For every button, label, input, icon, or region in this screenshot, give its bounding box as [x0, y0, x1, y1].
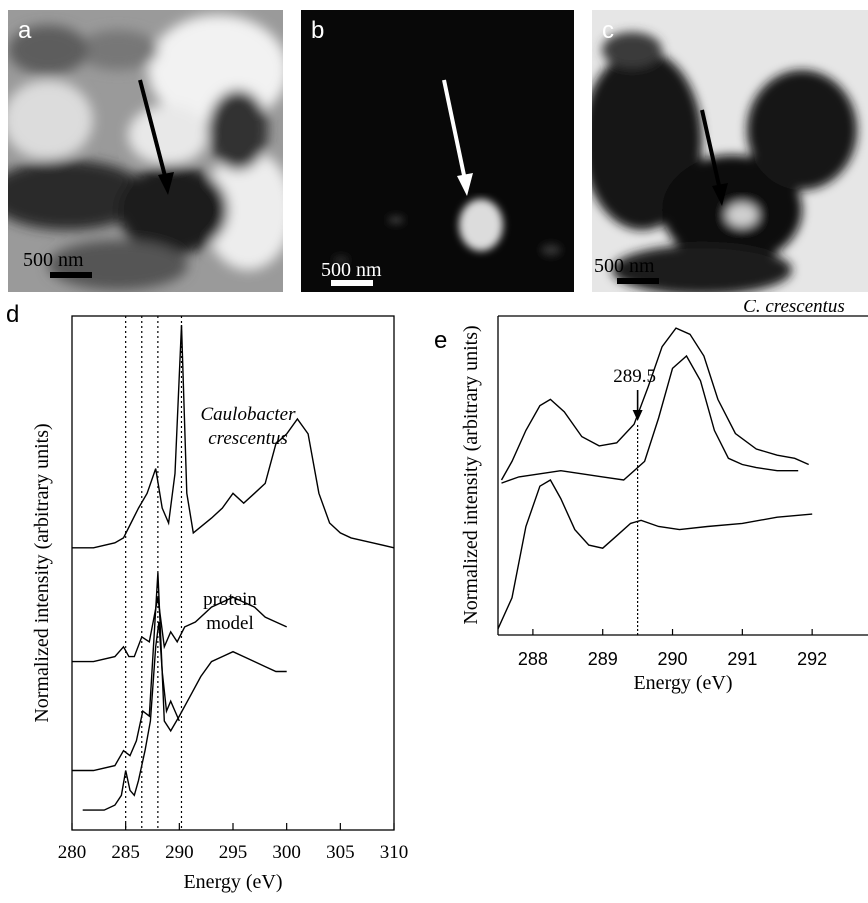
plot-e-annotation-label: 289.5 — [613, 366, 656, 387]
plot-e-xtick-label: 292 — [797, 649, 827, 669]
plot-d-series-unlabeled — [82, 621, 180, 811]
plot-d-xtick-label: 280 — [58, 842, 87, 863]
plot-d-series-lakevan-microbe — [72, 324, 395, 549]
scale-bar-label-c: 500 nm — [594, 255, 655, 277]
plot-d-xtick-label: 300 — [272, 842, 301, 863]
plot-d-xtick-label: 290 — [165, 842, 194, 863]
plot-d-xtick-label: 310 — [380, 842, 409, 863]
panel-letter-a: a — [18, 17, 32, 44]
micrograph-a: a 500 nm — [8, 10, 283, 292]
plot-e-series-lake-van-microbe — [500, 327, 809, 481]
scale-bar-label-b: 500 nm — [321, 259, 382, 281]
plot-d-xlabel: Energy (eV) — [183, 871, 282, 893]
plot-d-series-caulobacter-crescentus — [72, 596, 287, 663]
micrograph-c: c 500 nm — [592, 10, 868, 292]
plot-d-series-protein-model — [72, 572, 287, 772]
plot-d-xtick-label: 295 — [219, 842, 248, 863]
scale-bar-b — [331, 280, 373, 286]
plot-e-ylabel: Normalized intensity (arbitrary units) — [460, 325, 482, 624]
plot-e-xtick-label: 288 — [518, 649, 548, 669]
plot-e-series-c-crescentus — [497, 479, 813, 630]
panel-letter-c: c — [602, 17, 614, 44]
micrograph-c-image: c 500 nm — [592, 10, 868, 292]
plot-d-ylabel: Normalized intensity (arbitrary units) — [31, 423, 53, 722]
plot-d-series-label: model — [206, 613, 254, 634]
plot-d-series-label: protein — [203, 589, 257, 610]
micrograph-b-image: b 500 nm — [301, 10, 574, 292]
plot-e-series-label: C. crescentus — [743, 300, 845, 317]
plot-d-xtick-label: 305 — [326, 842, 355, 863]
scale-bar-c — [617, 278, 659, 284]
plot-d-series-label: Caulobacter — [201, 404, 297, 425]
plot-d-series-label: crescentus — [208, 428, 288, 449]
micrograph-b: b 500 nm — [301, 10, 574, 292]
scale-bar-a — [50, 272, 92, 278]
plot-e-series-lake-van-aragonite — [501, 354, 799, 484]
plot-d-xtick-label: 285 — [111, 842, 140, 863]
plot-e-xtick-label: 291 — [727, 649, 757, 669]
plot-e-xlabel: Energy (eV) — [633, 672, 732, 694]
plot-e-xtick-label: 289 — [588, 649, 618, 669]
micrograph-a-image: a 500 nm — [8, 10, 283, 292]
panel-letter-e: e — [434, 327, 447, 354]
panel-letter-d: d — [6, 301, 19, 328]
scale-bar-label-a: 500 nm — [23, 249, 84, 271]
plot-d-frame — [71, 315, 395, 831]
plot-e-xtick-label: 290 — [658, 649, 688, 669]
panel-letter-b: b — [311, 17, 324, 44]
